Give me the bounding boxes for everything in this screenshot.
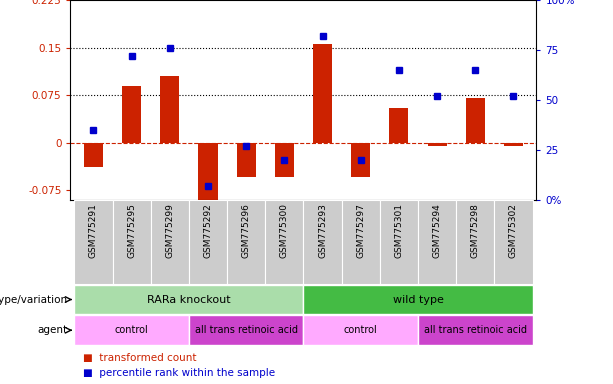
- Bar: [418, 316, 533, 345]
- Bar: [341, 200, 380, 284]
- Text: GSM775291: GSM775291: [89, 203, 98, 258]
- Bar: [303, 200, 341, 284]
- Text: GSM775300: GSM775300: [280, 203, 289, 258]
- Text: all trans retinoic acid: all trans retinoic acid: [195, 325, 298, 335]
- Text: RARa knockout: RARa knockout: [147, 295, 230, 305]
- Bar: [74, 316, 189, 345]
- Bar: [313, 45, 332, 142]
- Bar: [427, 142, 447, 146]
- Text: GSM775297: GSM775297: [356, 203, 365, 258]
- Bar: [275, 142, 294, 177]
- Text: GSM775295: GSM775295: [127, 203, 136, 258]
- Bar: [151, 200, 189, 284]
- Bar: [351, 142, 370, 177]
- Bar: [113, 200, 151, 284]
- Text: genotype/variation: genotype/variation: [0, 295, 67, 305]
- Bar: [199, 142, 218, 200]
- Bar: [74, 285, 303, 314]
- Bar: [237, 142, 256, 177]
- Bar: [227, 200, 265, 284]
- Bar: [303, 285, 533, 314]
- Bar: [494, 200, 533, 284]
- Bar: [456, 200, 494, 284]
- Text: GSM775299: GSM775299: [166, 203, 174, 258]
- Bar: [466, 98, 485, 142]
- Bar: [189, 200, 227, 284]
- Text: control: control: [344, 325, 378, 335]
- Bar: [504, 142, 523, 146]
- Text: control: control: [115, 325, 148, 335]
- Text: GSM775292: GSM775292: [204, 203, 213, 258]
- Text: ■  percentile rank within the sample: ■ percentile rank within the sample: [83, 368, 275, 378]
- Text: ■  transformed count: ■ transformed count: [83, 353, 196, 363]
- Bar: [380, 200, 418, 284]
- Text: wild type: wild type: [392, 295, 443, 305]
- Text: GSM775293: GSM775293: [318, 203, 327, 258]
- Bar: [303, 316, 418, 345]
- Text: GSM775302: GSM775302: [509, 203, 518, 258]
- Text: agent: agent: [37, 325, 67, 335]
- Text: GSM775296: GSM775296: [242, 203, 251, 258]
- Text: GSM775301: GSM775301: [394, 203, 403, 258]
- Bar: [389, 108, 408, 142]
- Text: all trans retinoic acid: all trans retinoic acid: [424, 325, 527, 335]
- Bar: [160, 76, 180, 142]
- Bar: [418, 200, 456, 284]
- Text: GSM775298: GSM775298: [471, 203, 480, 258]
- Text: GSM775294: GSM775294: [433, 203, 441, 258]
- Bar: [265, 200, 303, 284]
- Bar: [189, 316, 303, 345]
- Bar: [74, 200, 113, 284]
- Bar: [122, 86, 141, 142]
- Bar: [84, 142, 103, 167]
